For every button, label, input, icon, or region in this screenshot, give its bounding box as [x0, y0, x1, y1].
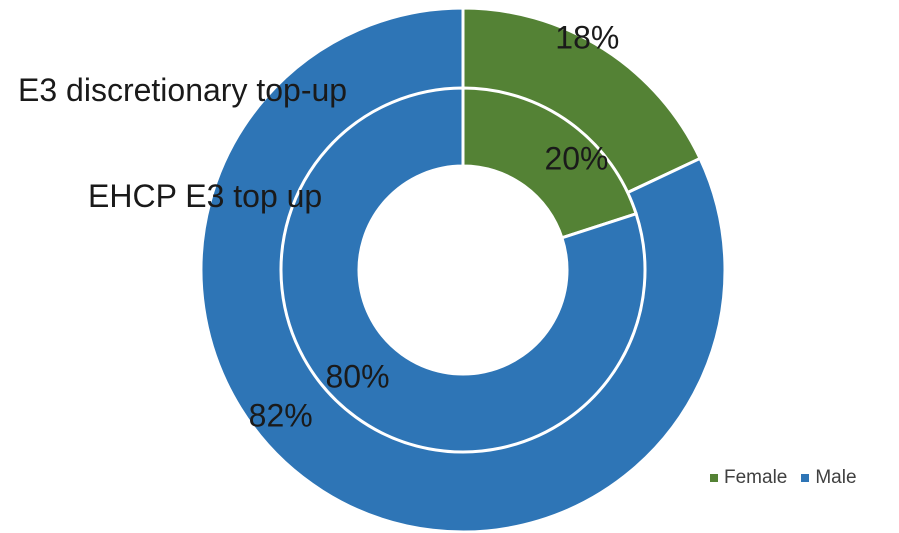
- inner-ring-label-female: 20%: [544, 141, 608, 177]
- outer-ring-label-female: 18%: [555, 20, 619, 56]
- outer-ring-label-male: 82%: [249, 397, 313, 433]
- inner-ring-label-male: 80%: [326, 358, 390, 394]
- legend-swatch-female: [710, 474, 718, 482]
- legend-label-male: Male: [815, 467, 857, 488]
- legend: Female Male: [710, 467, 857, 489]
- inner-ring-slice-female: [461, 86, 638, 240]
- outer-ring-series-label: E3 discretionary top-up: [18, 72, 348, 108]
- inner-ring-series-label: EHCP E3 top up: [88, 178, 323, 214]
- legend-swatch-male: [801, 474, 810, 482]
- inner-ring-slice-male: [279, 86, 647, 454]
- legend-item-male: Male: [801, 467, 857, 489]
- legend-item-female: Female: [710, 467, 787, 489]
- legend-label-female: Female: [724, 467, 788, 488]
